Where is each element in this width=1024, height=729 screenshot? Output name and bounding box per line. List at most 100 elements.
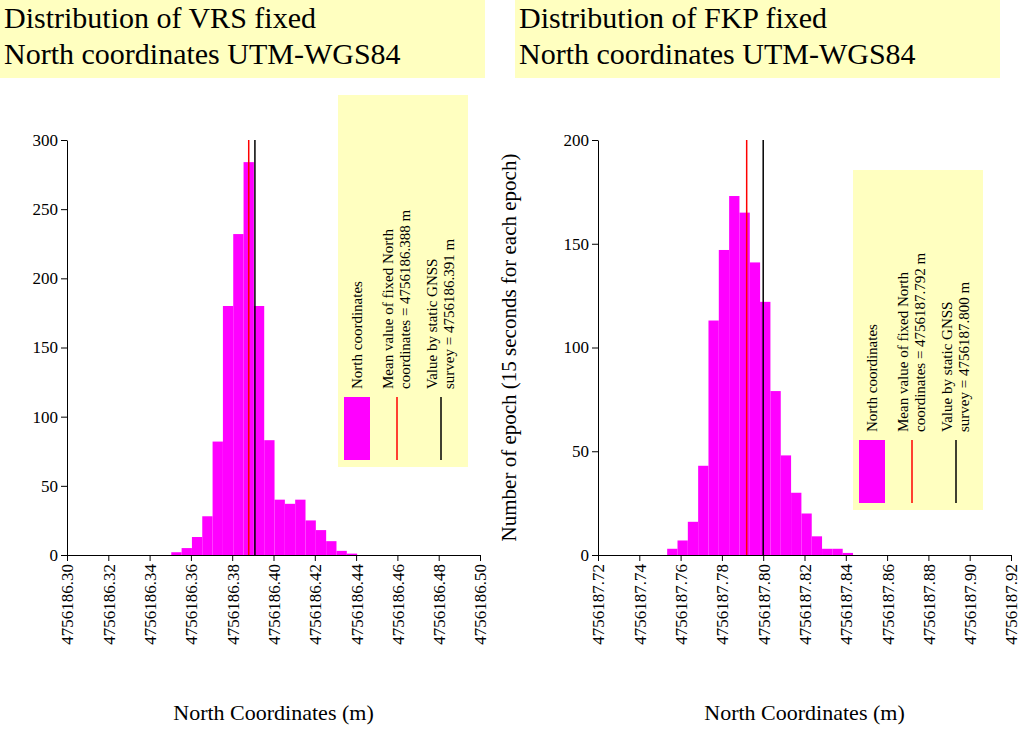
x-axis: 4756186.30 4756186.32 4756186.34 4756186.36…	[58, 555, 490, 645]
y-tick: 50	[572, 442, 598, 461]
y-tick-label: 200	[33, 269, 59, 288]
histogram-bar	[285, 504, 295, 555]
x-tick: 4756186.38	[224, 555, 243, 645]
legend-background	[853, 170, 983, 510]
x-tick-label: 4756186.50	[471, 564, 490, 645]
legend-label: North coordinates	[349, 281, 365, 389]
chart-canvas: Distribution of VRS fixed North coordinat…	[0, 0, 1024, 729]
x-tick: 4756186.46	[389, 555, 408, 645]
histogram-bar	[667, 549, 677, 555]
y-tick-label: 250	[33, 200, 59, 219]
legend-line	[396, 397, 398, 460]
x-axis-title: North Coordinates (m)	[173, 700, 373, 725]
x-tick: 4756186.32	[100, 555, 119, 645]
legend-label: Mean value of fixed North coordinates = …	[895, 252, 928, 432]
x-tick-label: 4756186.30	[58, 564, 77, 645]
x-tick-label: 4756187.80	[755, 564, 774, 645]
x-tick-label: 4756187.82	[796, 564, 815, 645]
plot-area	[171, 140, 357, 555]
x-tick-mark	[887, 555, 888, 561]
x-axis: 4756187.724756187.744756187.764756187.78…	[589, 555, 1021, 645]
y-tick-mark	[592, 348, 598, 349]
x-tick-mark	[681, 555, 682, 561]
histogram-bar	[347, 554, 357, 555]
histogram-bar	[770, 391, 780, 555]
y-axis-line	[598, 141, 599, 556]
title-box: Distribution of VRS fixedNorth coordinat…	[0, 0, 485, 78]
y-tick-label: 0	[581, 546, 590, 565]
x-tick-mark	[970, 555, 971, 561]
x-tick-label: 4756187.90	[961, 564, 980, 645]
y-tick: 150	[564, 235, 599, 254]
x-tick: 4756186.40	[265, 555, 284, 645]
legend-line	[440, 397, 442, 460]
x-tick-label: 4756187.74	[631, 564, 650, 645]
x-tick-label: 4756186.44	[348, 564, 367, 645]
histogram-bar	[171, 552, 181, 555]
histogram-bar	[223, 306, 233, 555]
y-tick-label: 300	[33, 131, 59, 150]
x-tick: 4756187.82	[796, 555, 815, 645]
x-tick: 4756187.74	[631, 555, 650, 645]
x-axis-title: North Coordinates (m)	[704, 700, 904, 725]
x-tick-label: 4756187.72	[589, 564, 608, 645]
x-tick-label: 4756186.38	[224, 564, 243, 645]
x-tick: 4756186.42	[306, 555, 325, 645]
x-tick-label: 4756186.46	[389, 564, 408, 645]
legend-background	[338, 95, 468, 467]
y-tick: 0	[581, 546, 599, 565]
y-tick: 100	[564, 338, 599, 357]
histogram-bar	[192, 537, 202, 555]
y-tick: 150	[33, 338, 68, 357]
histogram-bar	[719, 250, 729, 555]
chart-subtitle: North coordinates UTM-WGS84	[519, 37, 916, 70]
x-tick-mark	[439, 555, 440, 561]
reference-line	[254, 140, 256, 555]
x-tick-mark	[315, 555, 316, 561]
histogram-bar	[812, 536, 822, 555]
histogram-bar	[326, 541, 336, 555]
x-tick: 4756186.34	[141, 555, 160, 645]
y-tick-mark	[61, 486, 67, 487]
legend-swatch	[344, 397, 370, 460]
x-tick: 4756187.88	[920, 555, 939, 645]
histogram-bar	[843, 553, 853, 555]
x-tick: 4756186.50	[471, 555, 490, 645]
chart-title: Distribution of VRS fixed	[4, 1, 316, 34]
x-tick-label: 4756187.84	[837, 564, 856, 645]
chart-title: Distribution of FKP fixed	[519, 1, 827, 34]
y-tick-mark	[61, 348, 67, 349]
histogram-bar	[760, 302, 770, 555]
y-tick-mark	[592, 140, 598, 141]
y-tick: 200	[33, 269, 68, 288]
histogram-bar	[750, 262, 760, 555]
y-tick: 100	[33, 408, 68, 427]
x-tick: 4756187.92	[1002, 555, 1021, 645]
y-tick-mark	[592, 244, 598, 245]
histogram-bar	[688, 522, 698, 555]
histogram-bar	[316, 530, 326, 555]
x-tick-label: 4756187.92	[1002, 564, 1021, 645]
x-tick-mark	[191, 555, 192, 561]
x-tick-mark	[722, 555, 723, 561]
histogram-bar	[698, 466, 708, 555]
x-tick: 4756186.36	[182, 555, 201, 645]
x-tick-label: 4756186.32	[100, 564, 119, 645]
legend-label: North coordinates	[864, 324, 880, 432]
y-tick: 250	[33, 200, 68, 219]
x-tick-label: 4756186.34	[141, 564, 160, 645]
histogram-bar	[781, 455, 791, 555]
y-tick-mark	[61, 140, 67, 141]
histogram-bar	[233, 234, 243, 555]
legend-line	[955, 440, 957, 503]
x-tick: 4756187.84	[837, 555, 856, 645]
histogram-bar	[729, 196, 739, 555]
x-tick: 4756187.90	[961, 555, 980, 645]
x-tick-mark	[232, 555, 233, 561]
y-tick-label: 0	[50, 546, 59, 565]
x-tick: 4756186.30	[58, 555, 77, 645]
x-tick-label: 4756186.40	[265, 564, 284, 645]
y-axis: 050100150200	[564, 131, 599, 565]
legend-line	[911, 440, 913, 503]
y-tick-mark	[61, 209, 67, 210]
